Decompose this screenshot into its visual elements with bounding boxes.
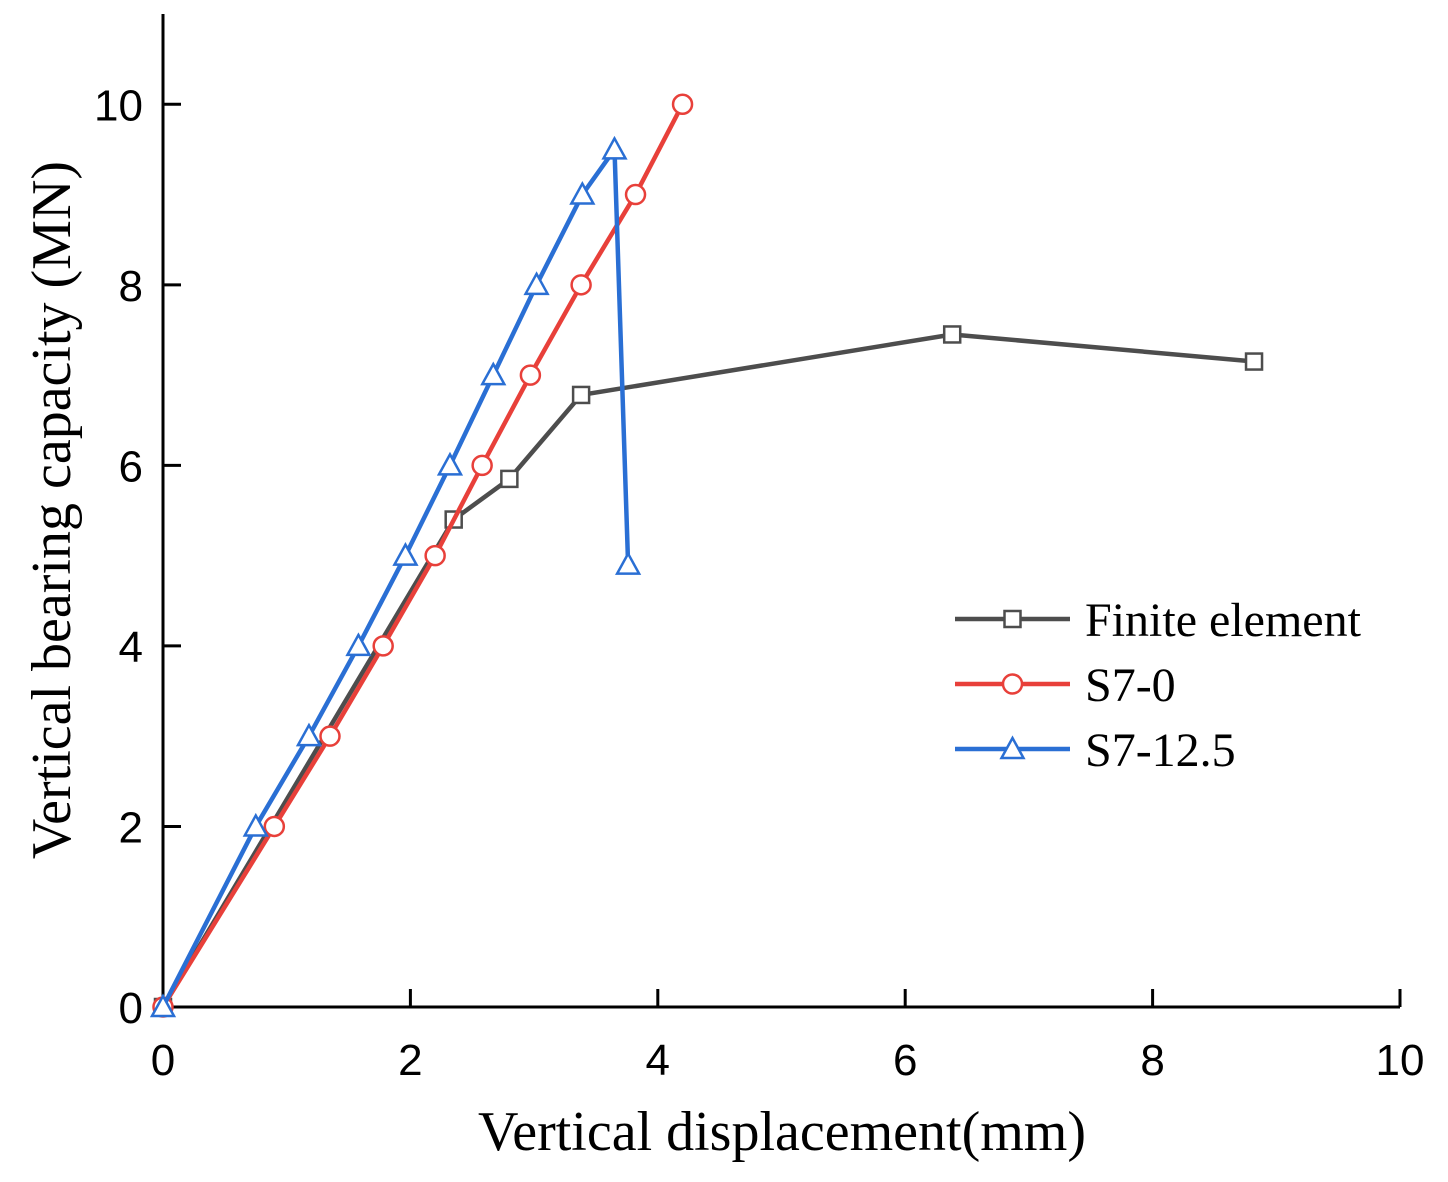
data-point-s7-12-5 (295, 722, 323, 747)
y-tick-label: 2 (119, 803, 143, 852)
data-point-s7-0 (671, 93, 694, 116)
axes: 0 2 4 6 8 10 0 2 4 6 8 10 (94, 14, 1424, 1085)
x-tick-label: 0 (151, 1036, 175, 1085)
y-tick-label: 0 (119, 984, 143, 1033)
data-point-s7-0 (263, 815, 286, 838)
data-point-s7-12-5 (392, 542, 419, 566)
x-axis-title: Vertical displacement(mm) (478, 1101, 1086, 1163)
data-point-s7-0 (519, 364, 542, 386)
x-tick-label: 4 (646, 1036, 670, 1085)
data-point-s7-0 (372, 635, 394, 657)
data-point-s7-0 (424, 544, 446, 567)
x-tick-label: 10 (1376, 1036, 1425, 1085)
x-tick-label: 6 (893, 1036, 917, 1085)
data-point-s7-12-5 (242, 812, 269, 837)
data-point-s7-0 (319, 725, 341, 747)
data-point-s7-12-5 (345, 632, 372, 657)
series-group (149, 93, 1264, 1018)
series-line-s7-12-5 (160, 147, 631, 1009)
legend-marker-finite-element (1003, 609, 1022, 629)
x-tick-label: 8 (1140, 1036, 1164, 1085)
data-point-s7-12-5 (523, 271, 550, 296)
data-point-s7-12-5 (480, 361, 507, 386)
legend-label-s7-0: S7-0 (1085, 659, 1176, 712)
y-tick-label: 6 (119, 442, 143, 491)
data-point-s7-12-5 (569, 180, 596, 205)
series-s7-0 (152, 93, 694, 1018)
y-tick-label: 10 (94, 81, 143, 130)
legend-marker-s7-0 (1001, 673, 1024, 695)
y-axis-title: Vertical bearing capacity (MN) (21, 161, 83, 859)
data-point-finite-element (500, 469, 519, 489)
data-point-s7-12-5 (149, 993, 177, 1018)
data-point-s7-12-5 (601, 135, 628, 160)
data-point-s7-0 (624, 183, 647, 206)
legend-label-s7-12-5: S7-12.5 (1085, 724, 1236, 777)
legend-label-finite-element: Finite element (1085, 594, 1362, 647)
data-point-s7-0 (471, 454, 493, 477)
series-line-finite-element (161, 332, 1255, 1009)
series-line-s7-0 (161, 103, 685, 1009)
y-tick-label: 4 (119, 623, 143, 672)
legend-marker-s7-12-5 (999, 735, 1026, 760)
data-point-s7-12-5 (436, 451, 464, 476)
y-tick-label: 8 (119, 262, 143, 311)
x-tick-label: 2 (398, 1036, 422, 1085)
data-point-s7-0 (570, 274, 592, 296)
data-point-finite-element (942, 325, 962, 344)
data-point-s7-12-5 (614, 551, 642, 575)
series-s7-12-5 (149, 135, 642, 1018)
data-point-finite-element (1244, 352, 1264, 371)
legend: Finite element S7-0 S7-12.5 (955, 594, 1362, 777)
data-point-finite-element (571, 385, 591, 405)
